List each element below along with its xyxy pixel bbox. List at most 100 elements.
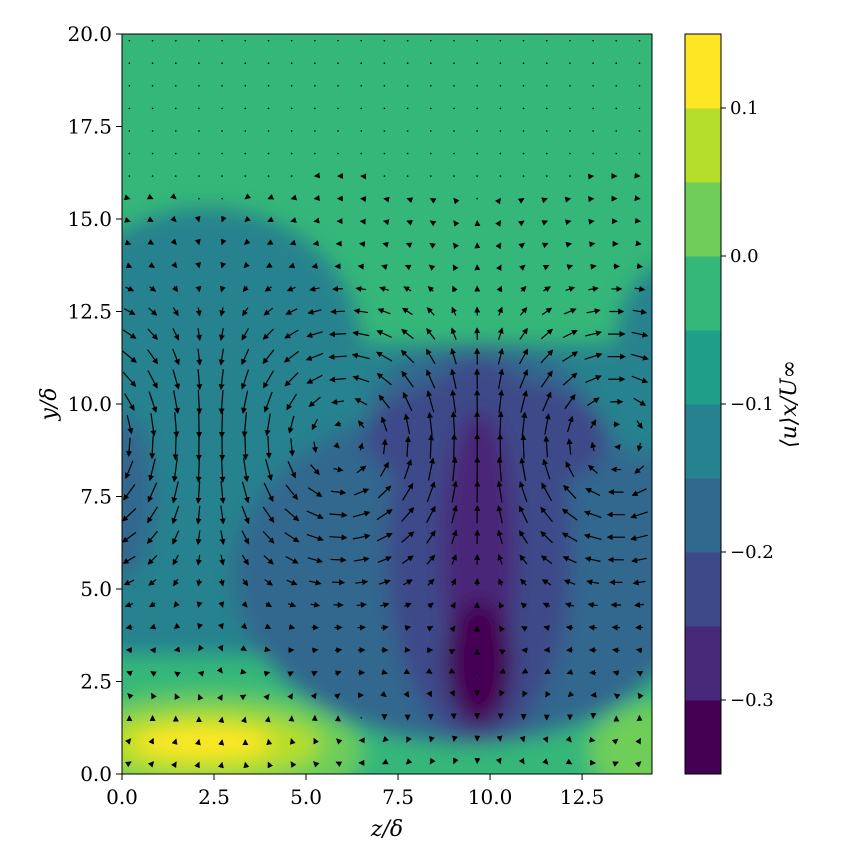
vector-arrow	[289, 738, 296, 745]
vector-arrow	[219, 530, 226, 546]
vector-arrow	[263, 693, 270, 701]
vector-arrow	[383, 175, 386, 177]
vector-arrow	[314, 62, 316, 65]
vector-arrow	[519, 306, 528, 316]
vector-arrow	[522, 85, 525, 87]
vector-arrow	[569, 39, 571, 42]
vector-arrow	[497, 327, 504, 340]
vector-arrow	[376, 373, 392, 386]
vector-arrow	[592, 39, 594, 42]
vector-arrow	[428, 434, 435, 459]
y-tick-label: 10.0	[67, 392, 112, 416]
vector-arrow	[476, 175, 478, 177]
vector-arrow	[569, 175, 571, 177]
vector-arrow	[310, 692, 317, 700]
vector-arrow	[196, 369, 203, 391]
vector-arrow	[195, 481, 202, 504]
vector-arrow	[149, 623, 157, 630]
vector-arrow	[125, 738, 132, 745]
vector-arrow	[174, 152, 177, 155]
vector-arrow	[428, 264, 436, 271]
vector-arrow	[634, 761, 642, 768]
vector-arrow	[266, 239, 274, 245]
vector-arrow	[540, 555, 553, 565]
vector-arrow	[634, 601, 644, 608]
vector-arrow	[147, 482, 158, 503]
vector-arrow	[406, 152, 409, 155]
vector-arrow	[218, 369, 225, 391]
region-streak-left-peak	[133, 725, 273, 760]
vector-arrow	[172, 285, 179, 293]
vector-arrow	[242, 307, 249, 317]
region-near-wall-right	[589, 703, 652, 774]
vector-arrow	[244, 175, 247, 177]
vector-arrow	[566, 264, 574, 271]
vector-arrow	[360, 716, 363, 719]
vector-arrow	[284, 372, 299, 387]
vector-arrow	[662, 108, 664, 110]
vector-arrow	[592, 130, 594, 132]
vector-arrow	[521, 668, 529, 674]
vector-arrow	[198, 107, 200, 110]
vector-arrow	[451, 505, 458, 524]
vector-arrow	[334, 420, 342, 427]
contour-field	[122, 34, 652, 774]
vector-arrow	[615, 152, 618, 155]
vector-arrow	[262, 530, 275, 544]
vector-arrow	[337, 62, 339, 65]
vector-arrow	[402, 391, 413, 412]
vector-arrow	[635, 647, 643, 654]
vector-arrow	[221, 107, 223, 110]
vector-arrow	[476, 107, 478, 110]
vector-arrow	[376, 532, 393, 542]
vector-arrow	[587, 397, 600, 407]
vector-arrow	[172, 348, 180, 366]
vector-arrow	[267, 175, 270, 177]
vector-arrow	[453, 175, 455, 177]
colorbar-tick-label: −0.1	[730, 394, 774, 415]
vector-arrow	[612, 647, 620, 654]
vector-arrow	[219, 554, 226, 566]
vector-arrow	[263, 307, 274, 316]
vector-arrow	[631, 488, 647, 496]
vector-arrow	[545, 85, 548, 87]
vector-arrow	[172, 434, 179, 461]
vector-arrow	[172, 307, 179, 317]
vector-arrow	[583, 510, 602, 519]
vector-arrow	[499, 107, 502, 110]
vector-arrow	[404, 435, 411, 457]
vector-arrow	[125, 262, 133, 269]
vector-arrow	[632, 308, 648, 315]
vector-arrow	[174, 62, 177, 65]
vector-arrow	[221, 152, 223, 155]
vector-arrow	[383, 62, 386, 65]
vector-arrow	[562, 556, 577, 564]
vector-arrow	[636, 442, 643, 452]
vector-arrow	[267, 39, 270, 42]
vector-arrow	[174, 671, 181, 678]
vector-arrow	[476, 39, 478, 42]
vector-arrow	[329, 511, 348, 518]
vector-arrow	[379, 461, 389, 477]
vector-arrow	[542, 602, 551, 609]
vector-arrow	[452, 285, 458, 293]
vector-arrow	[545, 152, 548, 155]
vector-arrow	[330, 556, 347, 563]
vector-arrow	[287, 415, 295, 434]
colorbar-ticks: 0.1 0.0 −0.1 −0.2 −0.3	[721, 98, 774, 711]
vector-arrow	[172, 328, 180, 341]
vector-arrow	[174, 693, 181, 700]
vector-arrow	[401, 328, 414, 340]
vector-arrow	[286, 393, 297, 411]
vector-arrow	[429, 757, 436, 765]
vector-arrow	[403, 579, 413, 586]
x-tick-label: 5.0	[290, 785, 322, 809]
vector-arrow	[128, 39, 131, 42]
vector-arrow	[453, 39, 455, 42]
vector-arrow	[329, 376, 347, 383]
vector-arrow	[476, 130, 478, 132]
vector-arrow	[520, 434, 527, 459]
vector-arrow	[401, 531, 415, 543]
vector-arrow	[337, 39, 339, 42]
vector-arrow	[357, 442, 364, 451]
